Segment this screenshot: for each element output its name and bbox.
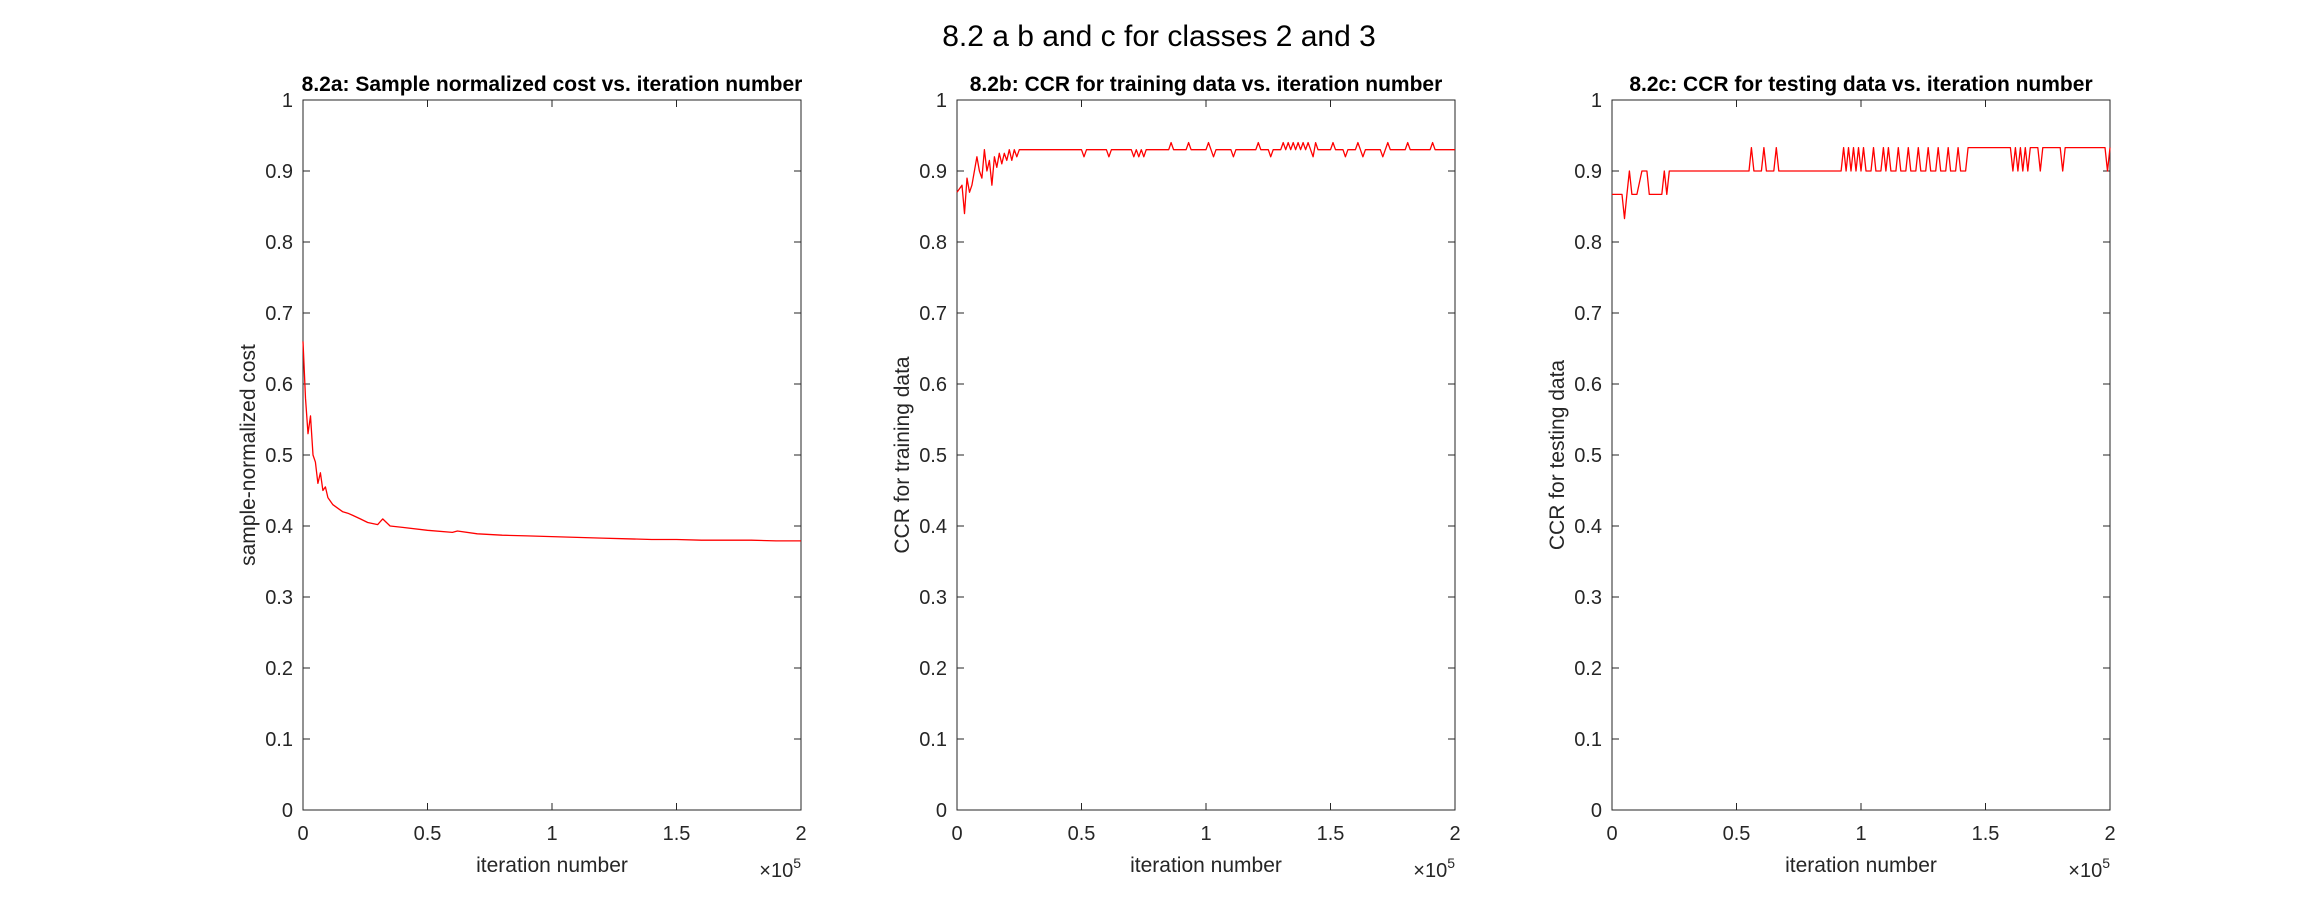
x-tick-label: 0.5	[1723, 823, 1751, 845]
y-tick-label: 1	[1591, 90, 1602, 112]
y-tick-label: 0.8	[919, 232, 947, 254]
x-tick-label: 0.5	[414, 823, 442, 845]
axes-box	[956, 99, 1456, 811]
y-tick-label: 0.8	[265, 232, 293, 254]
x-axis-exponent: ×105	[1413, 855, 1455, 882]
x-tick-label: 1.5	[1317, 823, 1345, 845]
y-tick-label: 0.3	[1574, 587, 1602, 609]
subplot-3: 0 0.5 1 1.5 2 0 0.1 0.2 0.3 0.4 0.5 0.6 0.7 0.8 0.9 1 8.…	[1546, 73, 2116, 882]
y-axis-label: CCR for testing data	[1546, 360, 1569, 551]
x-tick-label: 0	[297, 823, 308, 845]
x-tick-label: 1	[1855, 823, 1866, 845]
x-axis-exponent-base: ×10	[759, 860, 793, 882]
x-tick-label: 2	[1449, 823, 1460, 845]
x-axis-exponent-power: 5	[793, 855, 801, 871]
y-tick-label: 0.6	[1574, 374, 1602, 396]
y-tick-label: 0.1	[265, 729, 293, 751]
y-tick-label: 0.9	[265, 161, 293, 183]
x-tick-label: 1.5	[663, 823, 691, 845]
subplot-title: 8.2b: CCR for training data vs. iteratio…	[970, 73, 1443, 96]
x-tick-label: 1.5	[1972, 823, 2000, 845]
y-tick-label: 0.6	[265, 374, 293, 396]
axes-box	[302, 99, 802, 811]
y-tick-label: 1	[936, 90, 947, 112]
y-axis-label: CCR for training data	[891, 356, 914, 554]
x-axis-exponent-power: 5	[2102, 855, 2110, 871]
y-tick-label: 0.2	[919, 658, 947, 680]
x-axis-label: iteration number	[1785, 854, 1937, 877]
x-tick-label: 2	[795, 823, 806, 845]
y-tick-label: 0.3	[919, 587, 947, 609]
series-line	[956, 141, 1455, 215]
axes-box	[1611, 99, 2111, 811]
y-tick-label: 0.4	[265, 516, 293, 538]
y-tick-label: 0.3	[265, 587, 293, 609]
x-axis-exponent-base: ×10	[2068, 860, 2102, 882]
y-tick-label: 0.7	[919, 303, 947, 325]
subplot-1: 0 0.5 1 1.5 2 0 0.1 0.2 0.3 0.4 0.5 0.6 0.7 0.8 0.9 1 8.…	[237, 73, 807, 882]
x-tick-label: 0	[951, 823, 962, 845]
y-tick-label: 0.4	[919, 516, 947, 538]
y-tick-label: 0.5	[919, 445, 947, 467]
x-tick-label: 1	[546, 823, 557, 845]
y-tick-label: 0.7	[1574, 303, 1602, 325]
y-tick-label: 0.6	[919, 374, 947, 396]
y-tick-label: 0.2	[265, 658, 293, 680]
subplot-title: 8.2c: CCR for testing data vs. iteration…	[1629, 73, 2092, 96]
y-tick-label: 0.8	[1574, 232, 1602, 254]
y-tick-label: 0.2	[1574, 658, 1602, 680]
y-tick-label: 0.9	[919, 161, 947, 183]
x-axis-exponent-base: ×10	[1413, 860, 1447, 882]
y-tick-label: 0	[282, 800, 293, 822]
series-line	[1612, 146, 2111, 220]
x-axis-exponent-power: 5	[1447, 855, 1455, 871]
y-tick-label: 0.1	[1574, 729, 1602, 751]
x-axis-exponent: ×105	[2068, 855, 2110, 882]
x-tick-label: 1	[1200, 823, 1211, 845]
x-axis-label: iteration number	[476, 854, 628, 877]
figure-title: 8.2 a b and c for classes 2 and 3	[942, 20, 1376, 53]
y-tick-label: 0.4	[1574, 516, 1602, 538]
subplot-title: 8.2a: Sample normalized cost vs. iterati…	[302, 73, 803, 96]
subplot-2: 0 0.5 1 1.5 2 0 0.1 0.2 0.3 0.4 0.5 0.6 0.7 0.8 0.9 1 8.…	[891, 73, 1461, 882]
x-axis-exponent: ×105	[759, 855, 801, 882]
y-tick-label: 0.5	[265, 445, 293, 467]
y-tick-label: 0	[936, 800, 947, 822]
y-tick-label: 0.1	[919, 729, 947, 751]
y-tick-label: 0.7	[265, 303, 293, 325]
y-tick-label: 0.9	[1574, 161, 1602, 183]
x-axis-label: iteration number	[1130, 854, 1282, 877]
x-tick-label: 0.5	[1068, 823, 1096, 845]
y-axis-label: sample-normalized cost	[237, 344, 260, 566]
x-tick-label: 2	[2104, 823, 2115, 845]
y-tick-label: 0.5	[1574, 445, 1602, 467]
series-line	[302, 341, 801, 542]
x-tick-label: 0	[1606, 823, 1617, 845]
y-tick-label: 1	[282, 90, 293, 112]
y-tick-label: 0	[1591, 800, 1602, 822]
